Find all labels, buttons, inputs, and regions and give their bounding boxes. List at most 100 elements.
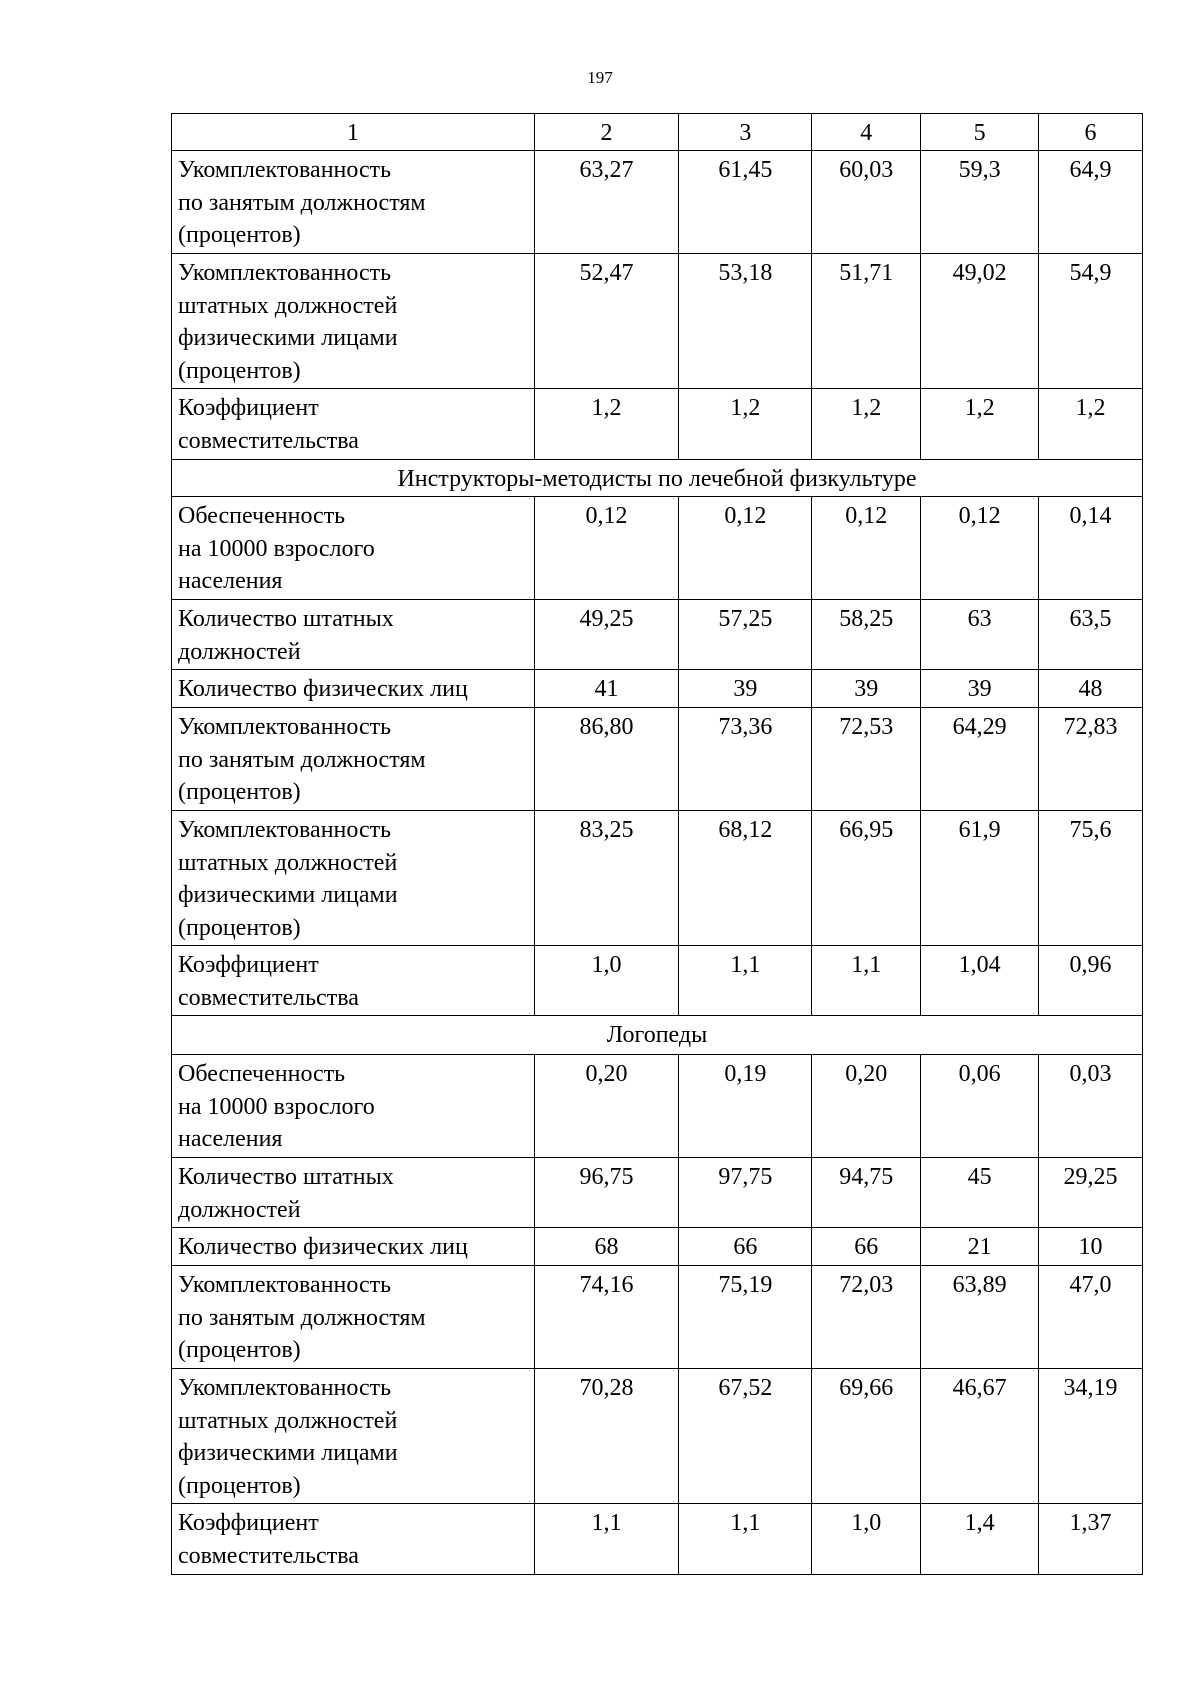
value-cell: 1,2: [811, 388, 922, 460]
value-cell: 46,67: [920, 1368, 1040, 1504]
value-cell: 83,25: [533, 810, 680, 946]
value-cell: 0,14: [1038, 496, 1143, 600]
value-cell: 75,6: [1038, 810, 1143, 946]
value-cell: 86,80: [533, 707, 680, 811]
value-cell: 54,9: [1038, 253, 1143, 389]
value-cell: 0,12: [811, 496, 922, 600]
value-cell: 61,9: [920, 810, 1040, 946]
value-cell: 73,36: [678, 707, 813, 811]
value-cell: 0,06: [920, 1054, 1040, 1158]
staffing-table: 1 2 3 4 5 6 Укомплектованность по заняты…: [171, 113, 1143, 1575]
value-cell: 63,89: [920, 1265, 1040, 1369]
value-cell: 58,25: [811, 599, 922, 670]
value-cell: 1,0: [533, 945, 680, 1016]
value-cell: 68,12: [678, 810, 813, 946]
value-cell: 72,03: [811, 1265, 922, 1369]
value-cell: 39: [920, 669, 1040, 708]
value-cell: 49,02: [920, 253, 1040, 389]
value-cell: 72,83: [1038, 707, 1143, 811]
table-row: Коэффициент совместительства 1,0 1,1 1,1 1,0…: [171, 945, 1143, 1016]
value-cell: 52,47: [533, 253, 680, 389]
value-cell: 1,1: [811, 945, 922, 1016]
value-cell: 64,29: [920, 707, 1040, 811]
table-row: Укомплектованность по занятым должностям…: [171, 707, 1143, 811]
value-cell: 39: [811, 669, 922, 708]
value-cell: 63,5: [1038, 599, 1143, 670]
row-label: Количество физических лиц: [171, 1227, 535, 1266]
value-cell: 1,2: [533, 388, 680, 460]
row-label: Укомплектованность штатных должностей фи…: [171, 810, 535, 946]
value-cell: 1,0: [811, 1503, 922, 1575]
value-cell: 67,52: [678, 1368, 813, 1504]
table-row: Обеспеченность на 10000 взрослого населе…: [171, 1054, 1143, 1158]
value-cell: 68: [533, 1227, 680, 1266]
value-cell: 97,75: [678, 1157, 813, 1228]
value-cell: 1,04: [920, 945, 1040, 1016]
table-row: Обеспеченность на 10000 взрослого населе…: [171, 496, 1143, 600]
row-label: Укомплектованность штатных должностей фи…: [171, 1368, 535, 1504]
value-cell: 1,4: [920, 1503, 1040, 1575]
value-cell: 94,75: [811, 1157, 922, 1228]
value-cell: 48: [1038, 669, 1143, 708]
row-label: Количество штатных должностей: [171, 1157, 535, 1228]
value-cell: 0,12: [533, 496, 680, 600]
table-row: Укомплектованность штатных должностей фи…: [171, 1368, 1143, 1504]
value-cell: 0,20: [811, 1054, 922, 1158]
row-label: Коэффициент совместительства: [171, 1503, 535, 1575]
value-cell: 57,25: [678, 599, 813, 670]
header-cell: 5: [920, 113, 1040, 151]
value-cell: 21: [920, 1227, 1040, 1266]
value-cell: 75,19: [678, 1265, 813, 1369]
value-cell: 66: [811, 1227, 922, 1266]
value-cell: 66: [678, 1227, 813, 1266]
value-cell: 63: [920, 599, 1040, 670]
table-row: Количество физических лиц 41 39 39 39 48: [171, 669, 1143, 708]
table-row: Коэффициент совместительства 1,2 1,2 1,2 1,2…: [171, 388, 1143, 460]
row-label: Обеспеченность на 10000 взрослого населе…: [171, 496, 535, 600]
value-cell: 29,25: [1038, 1157, 1143, 1228]
page-number: 197: [587, 68, 613, 87]
value-cell: 1,1: [678, 1503, 813, 1575]
value-cell: 1,1: [678, 945, 813, 1016]
table-row: Укомплектованность по занятым должностям…: [171, 1265, 1143, 1369]
header-cell: 6: [1038, 113, 1143, 151]
value-cell: 0,12: [920, 496, 1040, 600]
row-label: Укомплектованность по занятым должностям…: [171, 707, 535, 811]
value-cell: 0,03: [1038, 1054, 1143, 1158]
value-cell: 49,25: [533, 599, 680, 670]
value-cell: 74,16: [533, 1265, 680, 1369]
table-row: Укомплектованность по занятым должностям…: [171, 150, 1143, 254]
value-cell: 34,19: [1038, 1368, 1143, 1504]
value-cell: 1,37: [1038, 1503, 1143, 1575]
value-cell: 0,20: [533, 1054, 680, 1158]
value-cell: 45: [920, 1157, 1040, 1228]
value-cell: 59,3: [920, 150, 1040, 254]
table-row: Количество физических лиц 68 66 66 21 10: [171, 1227, 1143, 1266]
value-cell: 70,28: [533, 1368, 680, 1504]
value-cell: 1,1: [533, 1503, 680, 1575]
row-label: Укомплектованность штатных должностей фи…: [171, 253, 535, 389]
table-row: Коэффициент совместительства 1,1 1,1 1,0 1,4…: [171, 1503, 1143, 1575]
value-cell: 0,12: [678, 496, 813, 600]
row-label: Обеспеченность на 10000 взрослого населе…: [171, 1054, 535, 1158]
value-cell: 41: [533, 669, 680, 708]
value-cell: 47,0: [1038, 1265, 1143, 1369]
value-cell: 64,9: [1038, 150, 1143, 254]
value-cell: 0,19: [678, 1054, 813, 1158]
section-row: Логопеды: [171, 1015, 1143, 1055]
value-cell: 60,03: [811, 150, 922, 254]
value-cell: 1,2: [1038, 388, 1143, 460]
value-cell: 66,95: [811, 810, 922, 946]
value-cell: 61,45: [678, 150, 813, 254]
row-label: Укомплектованность по занятым должностям…: [171, 1265, 535, 1369]
row-label: Коэффициент совместительства: [171, 388, 535, 460]
row-label: Укомплектованность по занятым должностям…: [171, 150, 535, 254]
value-cell: 96,75: [533, 1157, 680, 1228]
table-row: Количество штатных должностей 96,75 97,75 9…: [171, 1157, 1143, 1228]
value-cell: 51,71: [811, 253, 922, 389]
table-row: Укомплектованность штатных должностей фи…: [171, 253, 1143, 389]
value-cell: 1,2: [678, 388, 813, 460]
header-row: 1 2 3 4 5 6: [171, 113, 1143, 151]
section-row: Инструкторы-методисты по лечебной физкул…: [171, 459, 1143, 497]
value-cell: 39: [678, 669, 813, 708]
